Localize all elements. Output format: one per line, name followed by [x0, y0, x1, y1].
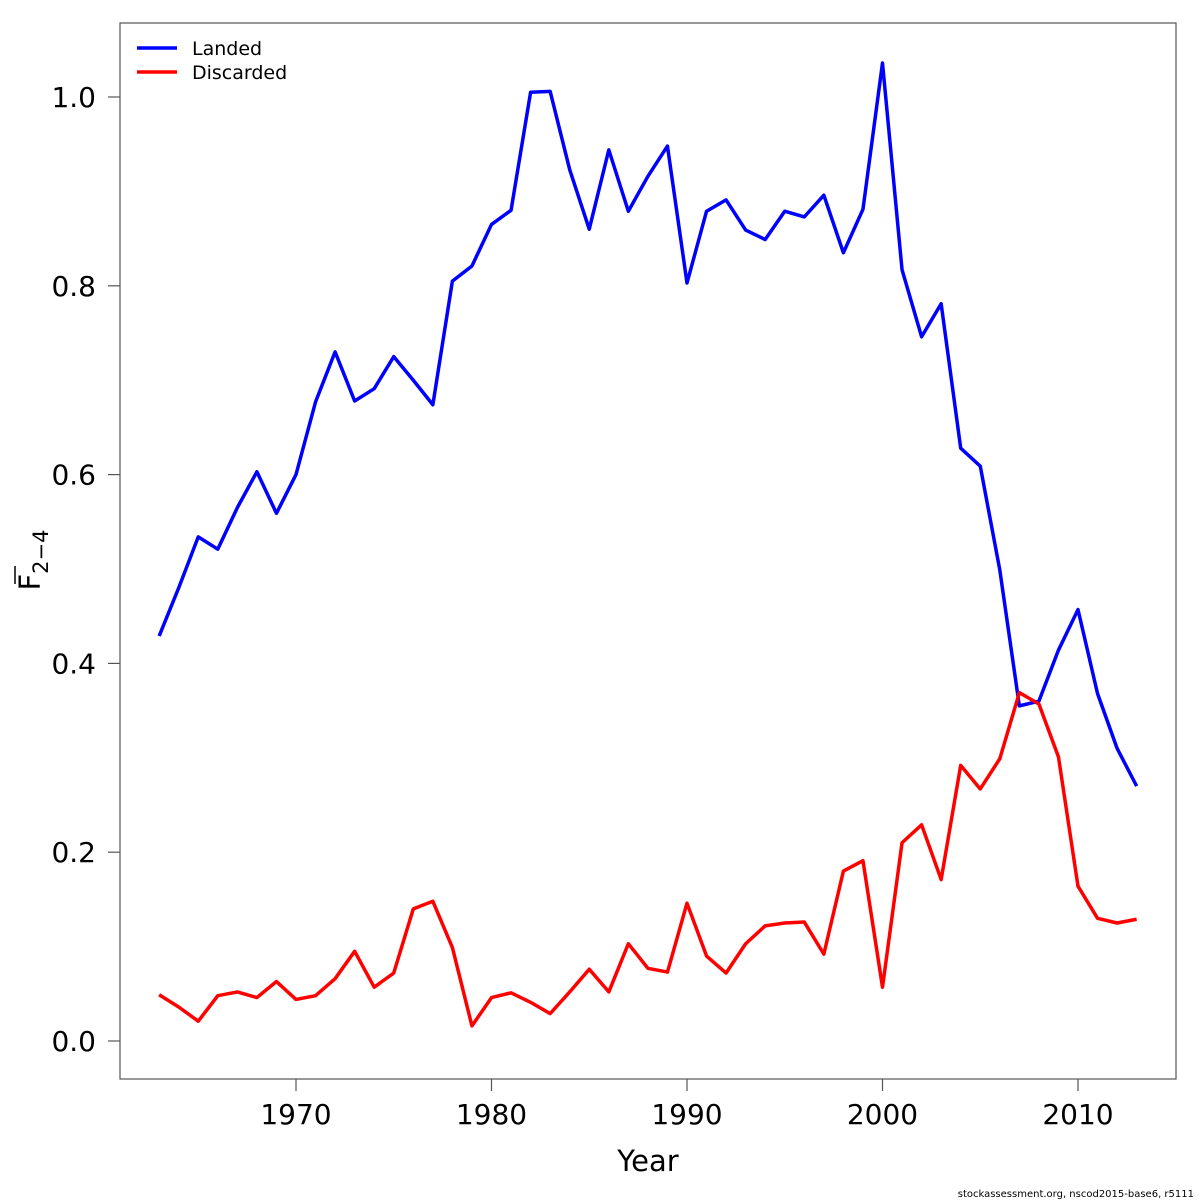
x-tick-label: 1980 [456, 1098, 527, 1131]
y-tick-label: 0.4 [51, 647, 96, 680]
svg-text:F2−4: F2−4 [13, 529, 53, 590]
series-line-landed [157, 61, 1139, 787]
y-tick-label: 0.0 [51, 1025, 96, 1058]
y-tick-label: 0.2 [51, 836, 96, 869]
plot-frame [119, 22, 1177, 1080]
legend: Landed Discarded [137, 38, 287, 84]
footer-text: stockassessment.org, nscod2015-base6, r5… [958, 1189, 1194, 1200]
legend-label-discarded: Discarded [192, 62, 287, 84]
y-axis-label: F2−4 [13, 529, 53, 590]
series-line-discarded [158, 690, 1137, 1028]
x-tick-label: 2010 [1042, 1098, 1113, 1131]
x-tick-label: 2000 [847, 1098, 918, 1131]
x-axis-label: Year [616, 1144, 678, 1178]
x-tick-label: 1970 [260, 1098, 331, 1131]
y-axis-label-main: F [13, 574, 47, 591]
y-tick-label: 1.0 [51, 81, 96, 114]
x-tick-label: 1990 [651, 1098, 722, 1131]
legend-label-landed: Landed [192, 38, 262, 60]
y-axis-label-sub: 2−4 [29, 529, 53, 573]
y-tick-label: 0.8 [51, 270, 96, 303]
y-tick-label: 0.6 [51, 459, 96, 492]
